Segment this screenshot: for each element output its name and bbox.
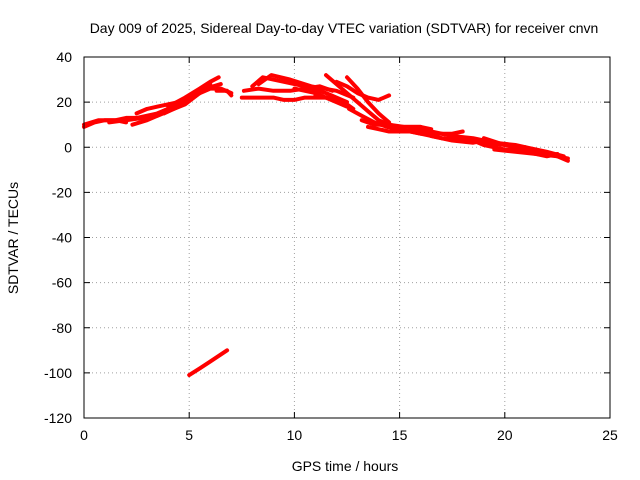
- x-tick-label: 5: [185, 427, 193, 443]
- y-tick-label: 40: [56, 49, 72, 65]
- y-tick-label: -60: [52, 275, 72, 291]
- series-track-10: [162, 95, 192, 116]
- series-track-23: [359, 118, 434, 132]
- y-tick-label: 0: [64, 139, 72, 155]
- axis-ticks: 0 5 10 15 20 25 -120 -100 -80 -60 -40 -20 0 20 40: [44, 49, 618, 443]
- series-track-15: [250, 75, 349, 105]
- y-tick-label: -100: [44, 365, 72, 381]
- x-tick-label: 10: [287, 427, 303, 443]
- y-tick-label: -40: [52, 230, 72, 246]
- series-track-31: [502, 147, 560, 159]
- series-track-16: [256, 73, 356, 100]
- chart-title: Day 009 of 2025, Sidereal Day-to-day VTE…: [90, 20, 599, 36]
- x-axis-label: GPS time / hours: [292, 458, 399, 474]
- x-tick-label: 15: [392, 427, 408, 443]
- series-track-22: [347, 106, 402, 132]
- y-tick-label: -20: [52, 184, 72, 200]
- data-series: [82, 73, 570, 378]
- x-tick-label: 20: [497, 427, 513, 443]
- series-track-18: [313, 93, 356, 111]
- y-tick-label: -80: [52, 320, 72, 336]
- y-tick-label: 20: [56, 94, 72, 110]
- x-tick-label: 0: [80, 427, 88, 443]
- series-track-13: [239, 95, 328, 102]
- series-track-11: [214, 88, 234, 98]
- y-tick-label: -120: [44, 410, 72, 426]
- series-track-21: [345, 75, 392, 125]
- grid: [84, 57, 610, 418]
- y-axis-label: SDTVAR / TECUs: [5, 182, 21, 294]
- series-track-9: [166, 75, 221, 109]
- x-tick-label: 25: [602, 427, 618, 443]
- series-track-12: [187, 348, 230, 378]
